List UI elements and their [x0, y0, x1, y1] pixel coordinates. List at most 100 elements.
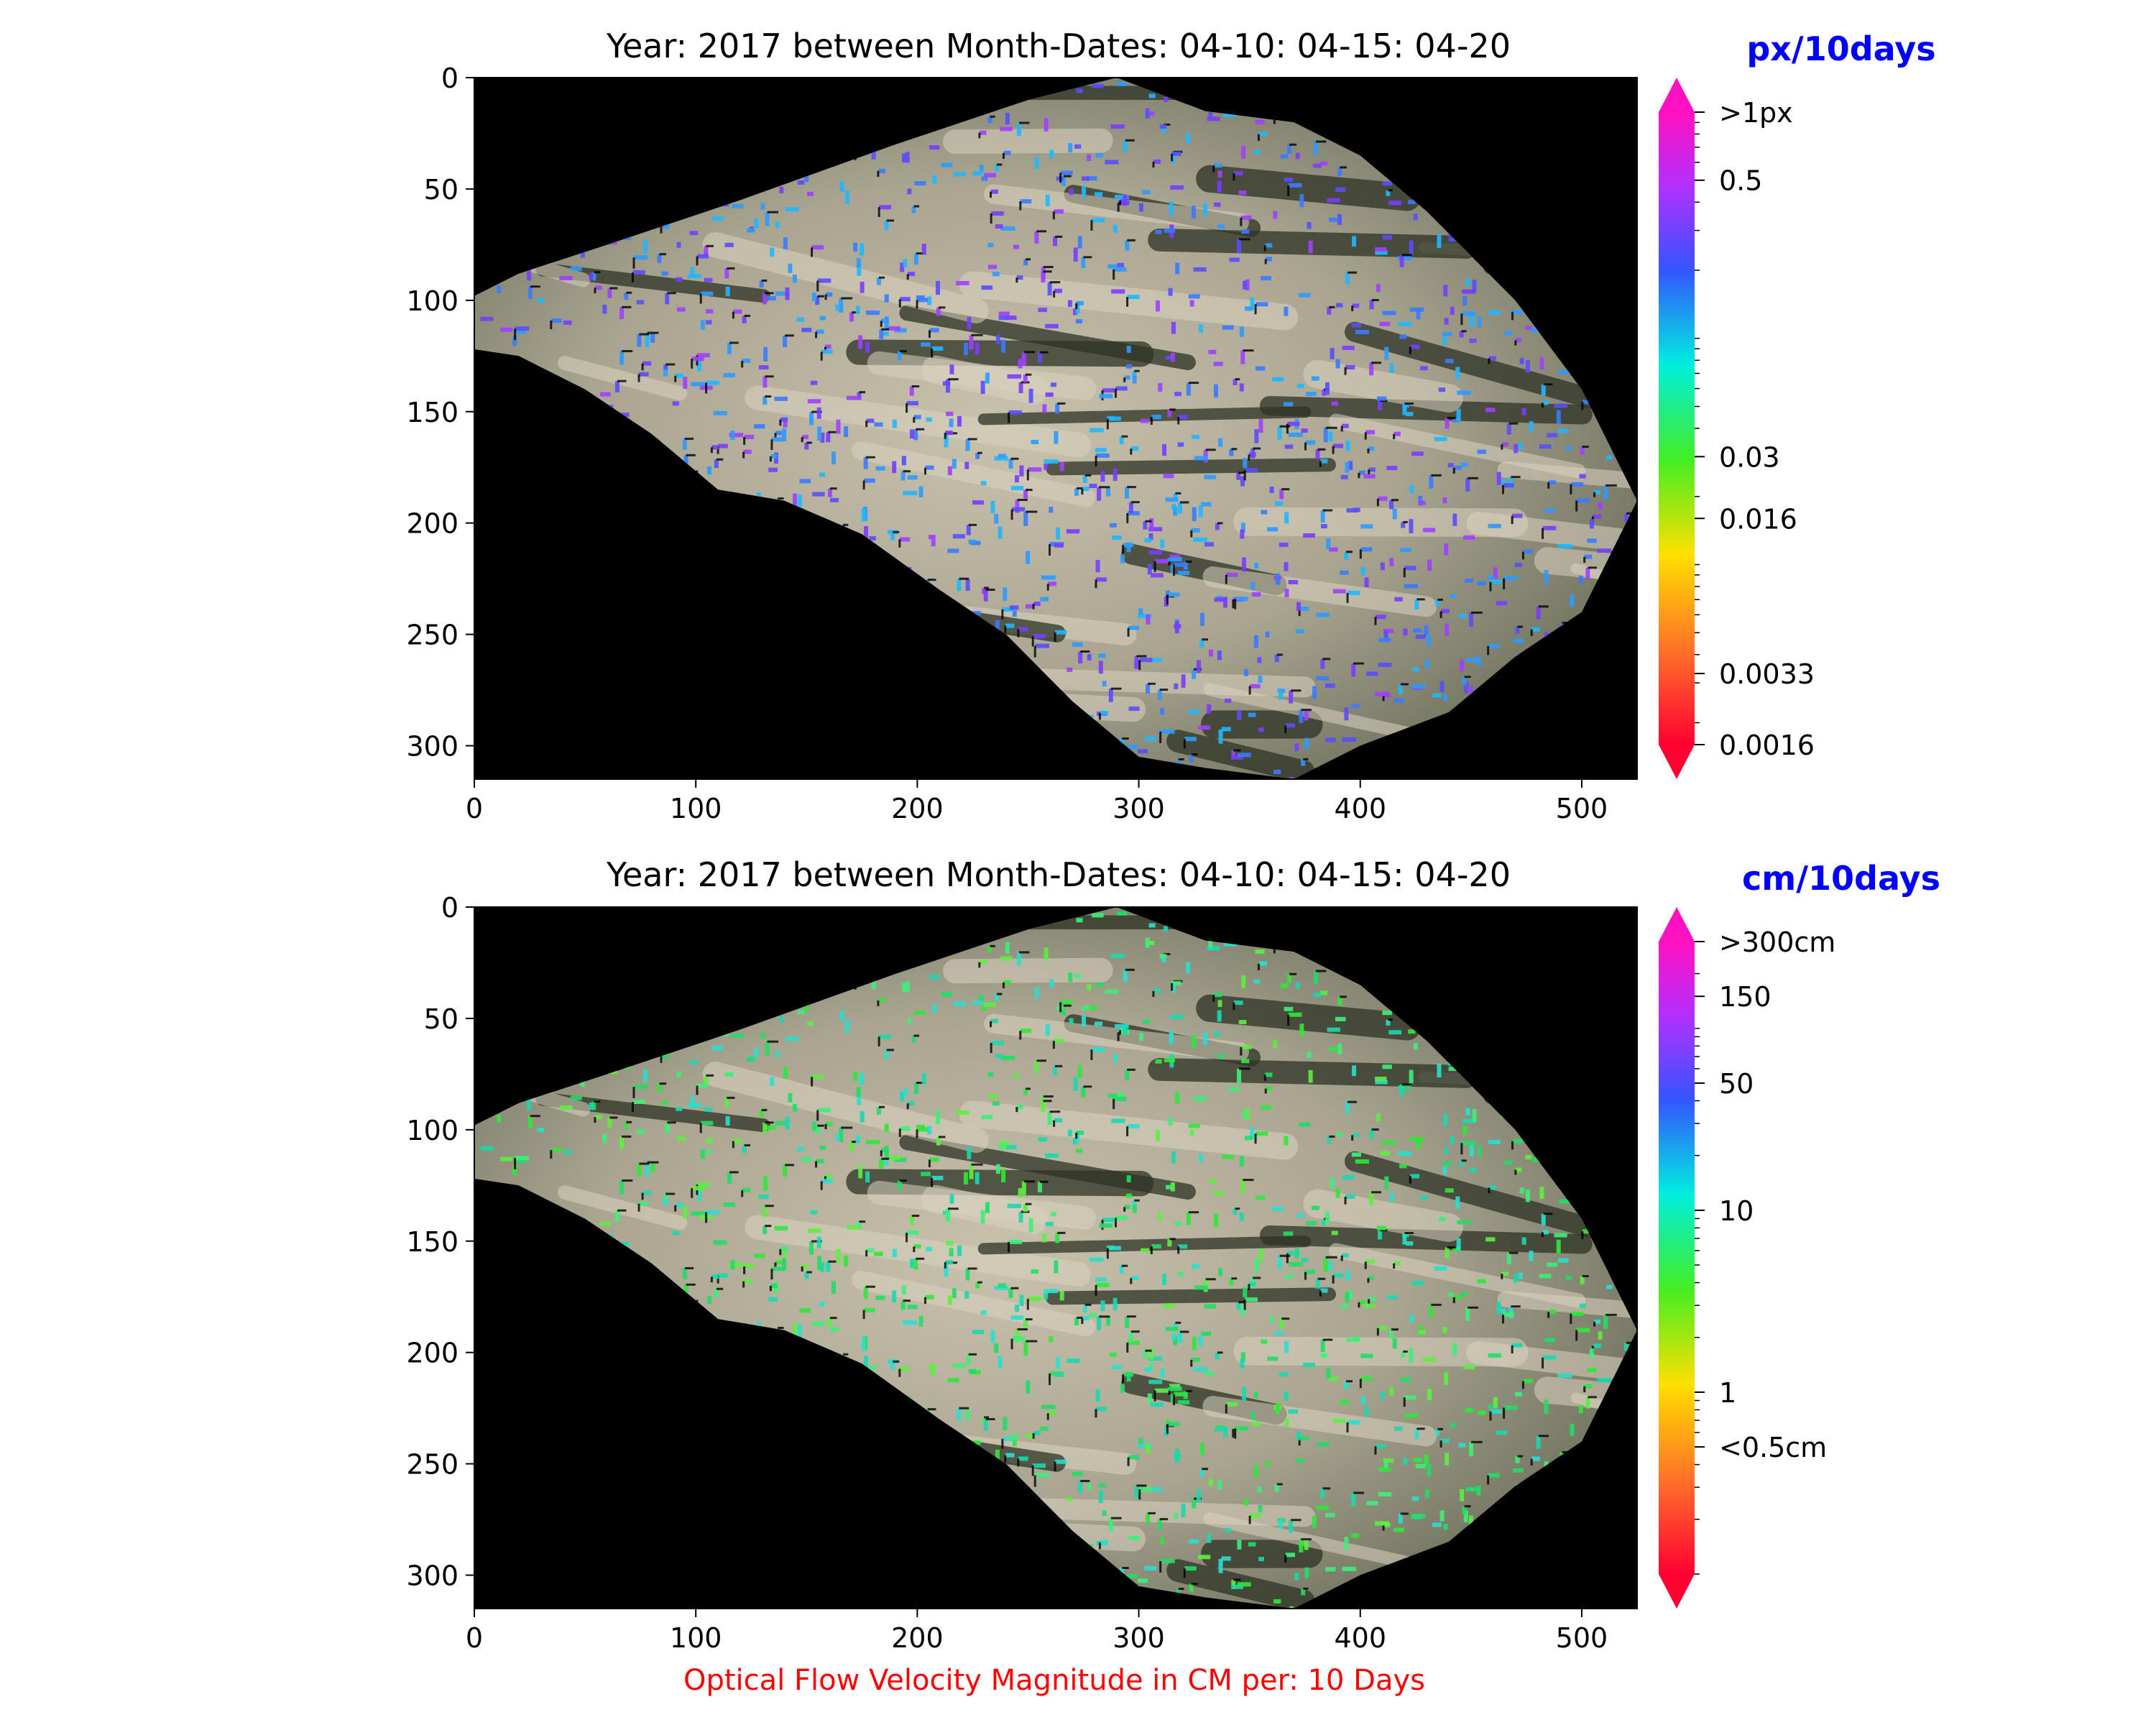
- plot-frame: [474, 906, 1638, 1609]
- terrain-ridge: [1046, 458, 1336, 476]
- terrain-ridge: [1497, 461, 1637, 493]
- chart-title: Year: 2017 between Month-Dates: 04-10: 0…: [606, 27, 1511, 65]
- terrain-ridge: [977, 406, 1312, 426]
- y-tick-label: 100: [406, 1115, 459, 1146]
- terrain-ridge: [977, 1236, 1312, 1255]
- terrain-ridge: [846, 1169, 1154, 1197]
- plot-frame: [474, 77, 1638, 780]
- terrain-ridge: [1259, 1225, 1593, 1254]
- colorbar-tick-label: 150: [1719, 981, 1772, 1013]
- terrain-ridge: [1497, 1291, 1637, 1322]
- terrain-ridge: [984, 1013, 1250, 1062]
- x-axis: 0 100 200 300 400 500: [466, 779, 1608, 824]
- terrain-ridge: [1202, 1396, 1437, 1447]
- y-tick-label: 100: [406, 285, 459, 317]
- figure-caption: Optical Flow Velocity Magnitude in CM pe…: [683, 1664, 1425, 1697]
- colorbar-extend-max: [1659, 907, 1695, 942]
- x-tick-label: 300: [1112, 1622, 1165, 1654]
- colorbar-unit-label: cm/10days: [1742, 859, 1940, 898]
- x-tick-label: 200: [891, 1622, 944, 1654]
- terrain-ridge: [1303, 359, 1463, 413]
- terrain-ridge: [943, 957, 1113, 984]
- colorbar: >300cm 150 50 10 1 <0.5cm: [1659, 907, 1835, 1609]
- y-tick-label: 250: [406, 1449, 459, 1481]
- terrain-ridge: [852, 441, 1096, 507]
- lower-panel: Year: 2017 between Month-Dates: 04-10: 0…: [406, 855, 1940, 1654]
- terrain-ridge: [1329, 413, 1586, 479]
- colorbar-tick-label: 0.0033: [1719, 658, 1815, 690]
- colorbar-extend-min: [1659, 745, 1695, 779]
- x-tick-label: 0: [466, 793, 483, 824]
- x-tick-label: 400: [1334, 793, 1386, 824]
- colorbar-tick-label: 0.03: [1719, 441, 1780, 473]
- terrain-ridge: [852, 1270, 1096, 1337]
- terrain-ridge: [1259, 395, 1593, 425]
- x-tick-label: 500: [1556, 1622, 1608, 1654]
- terrain-ridge: [1233, 507, 1529, 538]
- terrain-ridge: [557, 1185, 688, 1230]
- colorbar-gradient: [1659, 942, 1695, 1574]
- y-tick-label: 0: [441, 892, 459, 924]
- y-tick-label: 50: [424, 174, 459, 206]
- y-tick-label: 300: [406, 1560, 459, 1592]
- terrain-ridge: [1534, 1376, 1637, 1427]
- colorbar-tick-label: 0.0016: [1719, 730, 1815, 761]
- terrain-ridge: [1148, 1058, 1478, 1088]
- x-tick-label: 200: [891, 793, 944, 824]
- colorbar-tick-label: 0.5: [1719, 165, 1762, 197]
- terrain-ridge: [1345, 1151, 1611, 1241]
- terrain-ridge: [959, 271, 1299, 331]
- terrain-ridge: [1196, 165, 1422, 211]
- colorbar-tick-label: 1: [1719, 1377, 1736, 1409]
- terrain-ridge: [1196, 994, 1422, 1041]
- colorbar-tick-label: <0.5cm: [1719, 1432, 1827, 1463]
- colorbar-tick-label: 10: [1719, 1195, 1754, 1227]
- terrain-ridge: [1233, 1336, 1529, 1367]
- terrain-ridge: [959, 1100, 1299, 1160]
- terrain-ridge: [1202, 566, 1437, 617]
- y-tick-label: 150: [406, 397, 459, 428]
- colorbar: >1px 0.5 0.03 0.016 0.0033 0.0016: [1659, 78, 1815, 779]
- colorbar-tick-label: 0.016: [1719, 503, 1797, 535]
- x-tick-label: 100: [670, 1622, 722, 1654]
- upper-panel: Year: 2017 between Month-Dates: 04-10: 0…: [406, 27, 1935, 824]
- y-tick-label: 200: [406, 1338, 459, 1369]
- y-tick-label: 0: [441, 63, 459, 94]
- y-tick-label: 50: [424, 1003, 459, 1035]
- colorbar-tick-label: >1px: [1719, 97, 1793, 129]
- colorbar-gradient: [1659, 112, 1695, 745]
- chart-title: Year: 2017 between Month-Dates: 04-10: 0…: [606, 855, 1511, 894]
- x-tick-label: 0: [466, 1622, 483, 1654]
- terrain-ridge: [1329, 1243, 1586, 1308]
- y-tick-label: 200: [406, 508, 459, 540]
- terrain-ridge: [943, 128, 1113, 155]
- terrain-ridge: [846, 339, 1154, 367]
- colorbar-extend-min: [1659, 1574, 1695, 1609]
- terrain-ridge: [867, 1180, 1097, 1230]
- y-tick-label: 250: [406, 620, 459, 651]
- y-tick-label: 300: [406, 731, 459, 763]
- x-tick-label: 400: [1334, 1622, 1386, 1654]
- y-axis: 0 50 100 150 200 250 300: [406, 63, 474, 763]
- y-tick-label: 150: [406, 1226, 459, 1258]
- x-tick-label: 500: [1556, 793, 1608, 824]
- terrain-ridge: [557, 356, 688, 401]
- terrain-ridge: [1534, 547, 1637, 598]
- terrain-ridge: [702, 232, 989, 323]
- terrain-ridge: [1624, 125, 1637, 169]
- terrain-ridge: [1303, 1189, 1463, 1242]
- y-axis: 0 50 100 150 200 250 300: [406, 892, 474, 1592]
- x-tick-label: 300: [1112, 793, 1165, 824]
- terrain-ridge: [1345, 321, 1611, 412]
- terrain-ridge: [867, 351, 1097, 401]
- terrain-ridge: [1046, 1287, 1336, 1305]
- x-axis: 0 100 200 300 400 500: [466, 1609, 1608, 1654]
- terrain-ridge: [745, 1215, 1091, 1287]
- colorbar-unit-label: px/10days: [1746, 29, 1935, 68]
- terrain-ridge: [984, 184, 1250, 233]
- x-tick-label: 100: [670, 793, 722, 824]
- terrain-ridge: [745, 385, 1091, 458]
- terrain-ridge: [702, 1062, 989, 1153]
- colorbar-tick-label: 50: [1719, 1068, 1754, 1100]
